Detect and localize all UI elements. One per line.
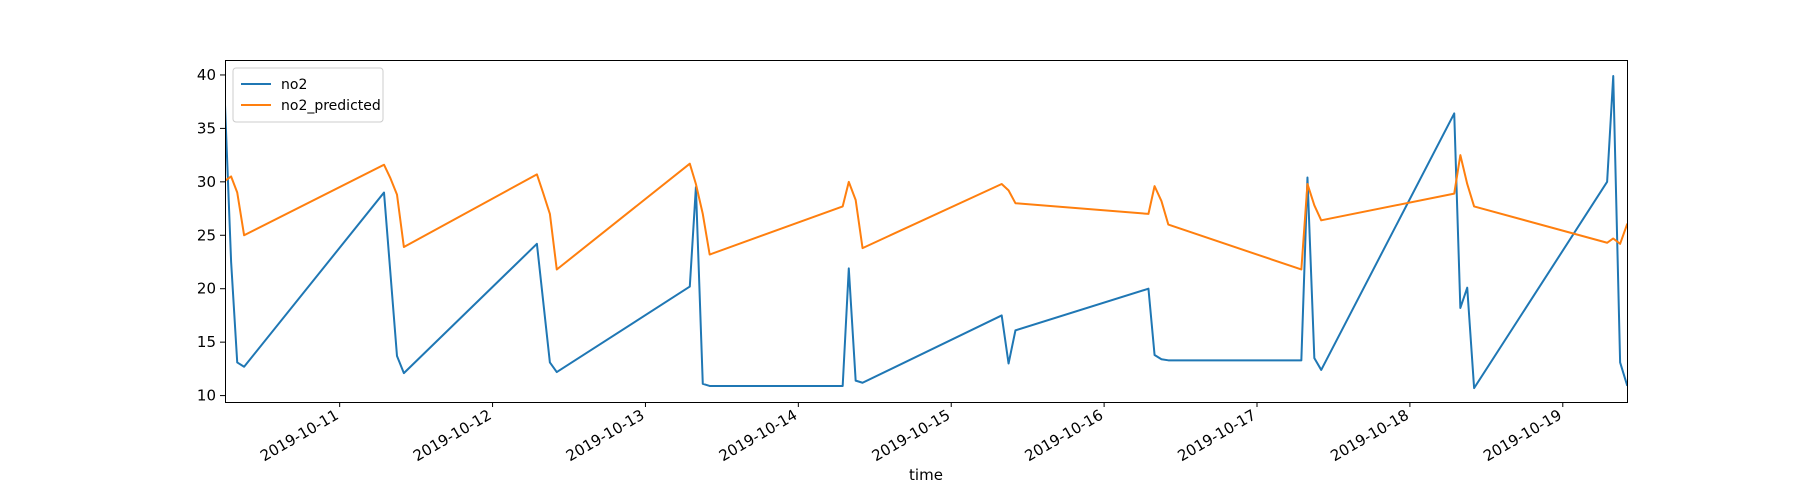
y-tick-label: 35: [197, 119, 216, 137]
y-tick-label: 20: [197, 280, 216, 298]
y-tick-label: 10: [197, 387, 216, 405]
x-axis-label: time: [909, 466, 943, 484]
series-line-no2-predicted: [225, 154, 1627, 271]
legend-label-no2-predicted: no2_predicted: [281, 98, 381, 114]
y-tick-label: 30: [197, 173, 216, 191]
legend: no2 no2_predicted: [232, 67, 384, 123]
y-tick-label: 15: [197, 333, 216, 351]
legend-box: [232, 67, 384, 123]
legend-label-no2: no2: [281, 77, 307, 93]
series-lines: [225, 75, 1627, 390]
series-line-no2: [225, 75, 1627, 390]
y-tick-label: 25: [197, 226, 216, 244]
y-axis: 10 15 20 25 30 35 40: [197, 66, 225, 405]
y-tick-label: 40: [197, 66, 216, 84]
plot-frame: [225, 60, 1628, 403]
